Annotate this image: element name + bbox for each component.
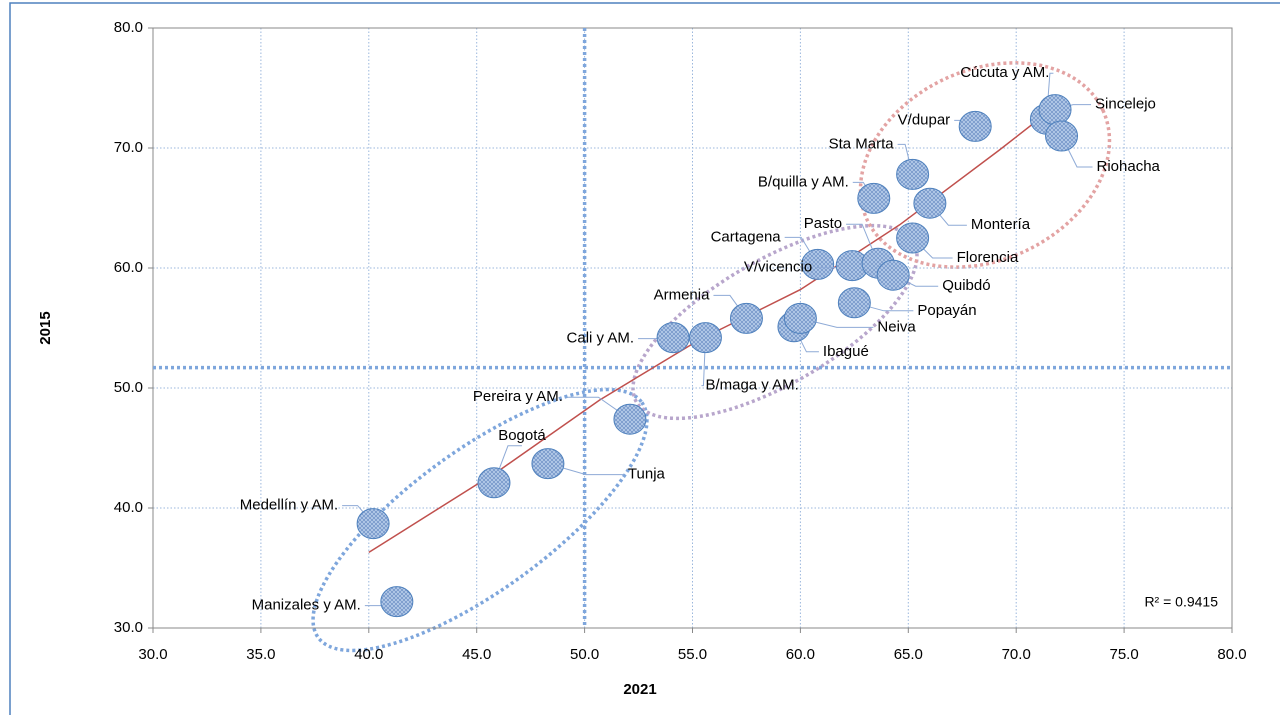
point-label: Popayán — [917, 302, 976, 319]
point-label: V/vicencio — [744, 259, 812, 276]
point-label: Sta Marta — [829, 135, 895, 152]
point — [857, 182, 891, 214]
point-label: Tunja — [628, 466, 666, 483]
point — [1038, 94, 1072, 126]
point — [477, 467, 511, 499]
plot-area — [152, 27, 1233, 629]
x-tick-label: 70.0 — [1002, 646, 1031, 663]
x-tick-label: 80.0 — [1217, 646, 1246, 663]
x-tick-label: 55.0 — [678, 646, 707, 663]
point-label: Neiva — [877, 318, 916, 335]
point — [656, 322, 690, 354]
x-tick-label: 75.0 — [1109, 646, 1138, 663]
annotation: R² = 0.9415 — [1144, 594, 1218, 610]
y-tick-label: 30.0 — [114, 619, 143, 636]
point — [876, 259, 910, 291]
callout-line — [701, 337, 706, 387]
point — [531, 448, 565, 480]
point-label: Cúcuta y AM. — [960, 64, 1049, 81]
point — [1045, 120, 1079, 152]
point-label: Riohacha — [1097, 158, 1161, 175]
point-label: Medellín y AM. — [240, 497, 338, 514]
point — [783, 302, 817, 334]
y-tick-label: 50.0 — [114, 379, 143, 396]
point — [688, 322, 722, 354]
point-label: Montería — [971, 216, 1031, 233]
point-label: Florencia — [957, 249, 1019, 266]
x-tick-label: 40.0 — [354, 646, 383, 663]
x-tick-label: 45.0 — [462, 646, 491, 663]
y-axis-label: 2015 — [37, 311, 54, 344]
point — [356, 508, 390, 540]
x-tick-label: 35.0 — [246, 646, 275, 663]
point — [896, 222, 930, 254]
x-tick-label: 30.0 — [138, 646, 167, 663]
point-label: Sincelejo — [1095, 96, 1156, 113]
point — [896, 158, 930, 190]
group-ellipse — [858, 61, 1112, 269]
point-label: B/maga y AM. — [705, 377, 798, 394]
point-label: Cartagena — [711, 228, 782, 245]
group-ellipse — [311, 387, 649, 653]
x-axis-label: 2021 — [623, 681, 656, 698]
x-tick-label: 60.0 — [786, 646, 815, 663]
point — [613, 403, 647, 435]
point-label: Ibagué — [823, 343, 869, 360]
point — [801, 248, 835, 280]
y-tick-label: 70.0 — [114, 139, 143, 156]
y-tick-label: 40.0 — [114, 499, 143, 516]
point-label: Pereira y AM. — [473, 388, 563, 405]
point — [913, 187, 947, 219]
point-label: B/quilla y AM. — [758, 173, 849, 190]
frame — [9, 2, 1280, 720]
x-tick-label: 65.0 — [894, 646, 923, 663]
point-label: Cali y AM. — [567, 330, 635, 347]
point-label: V/dupar — [898, 111, 951, 128]
point-label: Manizales y AM. — [252, 597, 361, 614]
point-label: Armenia — [654, 286, 711, 303]
point — [729, 302, 763, 334]
point-label: Quibdó — [942, 277, 990, 294]
point — [380, 586, 414, 618]
point — [958, 110, 992, 142]
point-label: Pasto — [804, 215, 842, 232]
x-tick-label: 50.0 — [570, 646, 599, 663]
y-tick-label: 80.0 — [114, 19, 143, 36]
point-label: Bogotá — [498, 427, 546, 444]
point — [837, 287, 871, 319]
y-tick-label: 60.0 — [114, 259, 143, 276]
